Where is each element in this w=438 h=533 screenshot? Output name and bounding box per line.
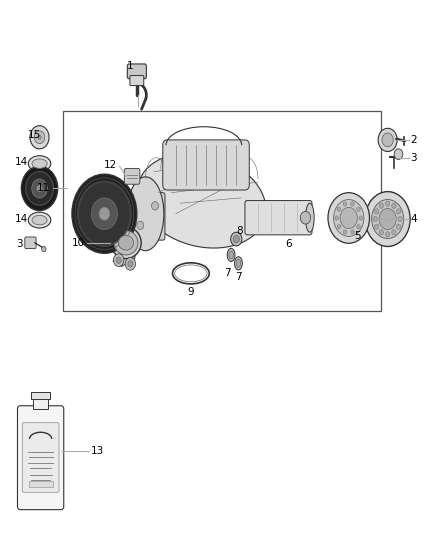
Text: 4: 4 — [410, 214, 417, 224]
FancyBboxPatch shape — [245, 200, 312, 235]
Ellipse shape — [127, 177, 164, 251]
FancyBboxPatch shape — [163, 140, 249, 190]
Circle shape — [34, 131, 45, 143]
Circle shape — [113, 254, 124, 266]
Text: 3: 3 — [410, 154, 417, 164]
Text: 3: 3 — [16, 239, 22, 249]
Text: 10: 10 — [72, 238, 85, 248]
Ellipse shape — [114, 231, 138, 255]
Ellipse shape — [32, 159, 47, 168]
Text: 14: 14 — [15, 214, 28, 224]
Circle shape — [365, 191, 410, 246]
Circle shape — [379, 208, 396, 230]
Circle shape — [21, 166, 58, 211]
Circle shape — [398, 216, 403, 222]
Ellipse shape — [229, 251, 233, 259]
Ellipse shape — [118, 236, 134, 250]
Circle shape — [396, 209, 401, 214]
Bar — [28, 481, 53, 487]
Circle shape — [392, 230, 396, 235]
Text: 13: 13 — [91, 446, 104, 456]
FancyBboxPatch shape — [124, 168, 140, 184]
FancyBboxPatch shape — [25, 237, 36, 248]
Ellipse shape — [28, 156, 51, 172]
Ellipse shape — [111, 227, 141, 259]
Circle shape — [343, 230, 347, 234]
Circle shape — [357, 207, 360, 212]
Circle shape — [78, 182, 131, 245]
Text: 7: 7 — [224, 268, 231, 278]
Ellipse shape — [138, 153, 266, 248]
Ellipse shape — [236, 260, 240, 267]
Ellipse shape — [227, 248, 235, 262]
Circle shape — [38, 135, 41, 140]
Circle shape — [379, 230, 384, 235]
Circle shape — [26, 172, 53, 205]
Text: 2: 2 — [410, 135, 417, 145]
Text: 1: 1 — [127, 61, 134, 71]
FancyBboxPatch shape — [130, 76, 144, 86]
Circle shape — [337, 207, 341, 212]
Ellipse shape — [28, 212, 51, 228]
FancyBboxPatch shape — [127, 64, 146, 79]
Circle shape — [125, 257, 135, 270]
Text: 11: 11 — [37, 183, 50, 193]
Circle shape — [374, 209, 379, 214]
Circle shape — [382, 133, 393, 147]
Circle shape — [32, 179, 47, 198]
Text: 7: 7 — [235, 272, 242, 282]
Ellipse shape — [305, 203, 314, 232]
Circle shape — [116, 257, 121, 263]
Circle shape — [359, 216, 363, 220]
Text: 15: 15 — [28, 130, 41, 140]
Circle shape — [378, 128, 397, 151]
Text: 8: 8 — [237, 226, 243, 236]
FancyBboxPatch shape — [131, 192, 165, 240]
Circle shape — [392, 203, 396, 208]
Circle shape — [128, 261, 133, 267]
Ellipse shape — [235, 257, 242, 270]
Text: 9: 9 — [187, 287, 194, 296]
Circle shape — [374, 224, 379, 229]
Circle shape — [152, 201, 159, 210]
Bar — [64, 111, 381, 311]
Circle shape — [357, 224, 360, 229]
Polygon shape — [113, 238, 137, 266]
Circle shape — [385, 201, 390, 206]
Circle shape — [328, 192, 370, 243]
Text: 12: 12 — [104, 160, 117, 170]
Circle shape — [30, 126, 49, 149]
Circle shape — [373, 216, 377, 222]
Circle shape — [99, 207, 110, 220]
Circle shape — [351, 230, 354, 234]
Circle shape — [334, 199, 364, 237]
Circle shape — [394, 149, 403, 159]
Circle shape — [337, 224, 341, 229]
Circle shape — [335, 216, 338, 220]
Circle shape — [379, 203, 384, 208]
Circle shape — [300, 212, 311, 224]
Circle shape — [233, 236, 239, 243]
Circle shape — [92, 198, 117, 230]
Circle shape — [385, 232, 390, 237]
Ellipse shape — [42, 246, 46, 252]
FancyBboxPatch shape — [22, 423, 59, 492]
Circle shape — [231, 232, 242, 246]
FancyBboxPatch shape — [18, 406, 64, 510]
Text: 5: 5 — [354, 231, 361, 241]
Text: 6: 6 — [285, 239, 292, 248]
Circle shape — [340, 207, 357, 229]
Ellipse shape — [32, 215, 47, 225]
Circle shape — [343, 202, 347, 206]
Text: 14: 14 — [15, 157, 28, 167]
Circle shape — [372, 199, 404, 239]
Bar — [31, 392, 50, 399]
Circle shape — [72, 174, 137, 253]
Circle shape — [396, 224, 401, 229]
Circle shape — [137, 221, 144, 230]
Circle shape — [37, 185, 42, 191]
Bar — [33, 399, 48, 409]
Circle shape — [351, 202, 354, 206]
